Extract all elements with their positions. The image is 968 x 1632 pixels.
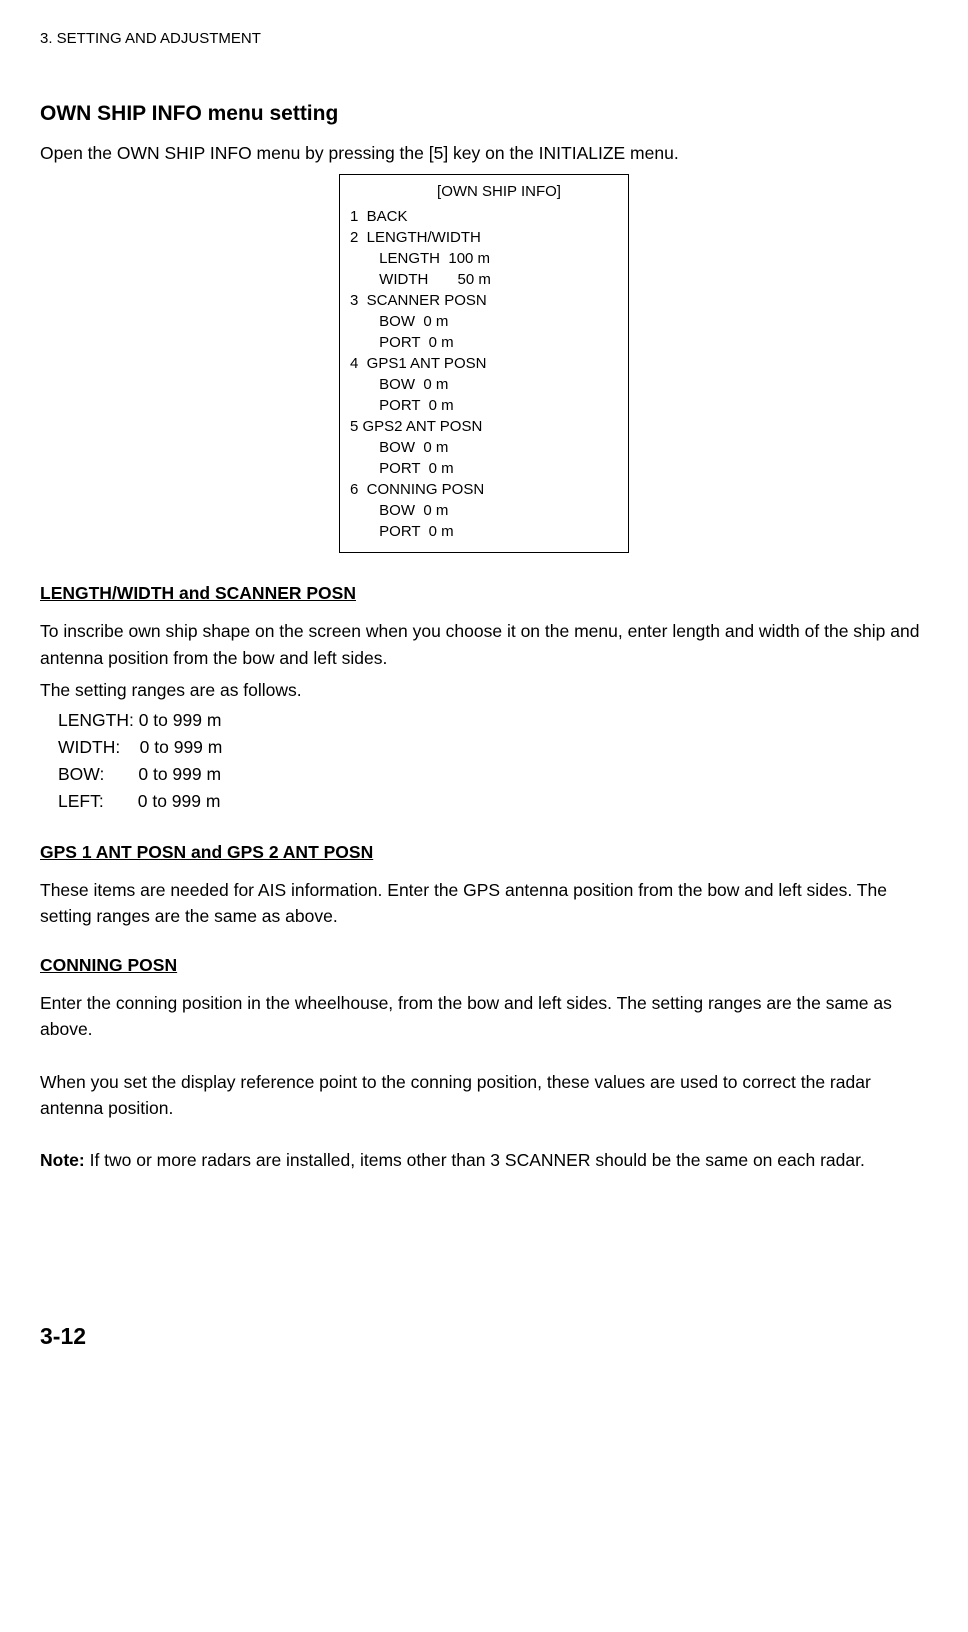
section-heading: GPS 1 ANT POSN and GPS 2 ANT POSN: [40, 842, 928, 863]
page-title: OWN SHIP INFO menu setting: [40, 102, 928, 126]
menu-line: LENGTH 100 m: [350, 248, 618, 269]
menu-line: PORT 0 m: [350, 458, 618, 479]
body-text: The setting ranges are as follows.: [40, 677, 928, 703]
range-line: LEFT: 0 to 999 m: [40, 788, 928, 815]
page-number: 3-12: [40, 1323, 928, 1350]
menu-line: PORT 0 m: [350, 395, 618, 416]
menu-line: PORT 0 m: [350, 332, 618, 353]
menu-line: BOW 0 m: [350, 500, 618, 521]
note-label: Note:: [40, 1150, 85, 1170]
menu-line: BOW 0 m: [350, 311, 618, 332]
menu-line: BOW 0 m: [350, 374, 618, 395]
menu-line: 4 GPS1 ANT POSN: [350, 353, 618, 374]
intro-text: Open the OWN SHIP INFO menu by pressing …: [40, 140, 928, 166]
menu-line: 6 CONNING POSN: [350, 479, 618, 500]
menu-line: PORT 0 m: [350, 521, 618, 542]
menu-line: WIDTH 50 m: [350, 269, 618, 290]
body-text: When you set the display reference point…: [40, 1069, 928, 1122]
menu-line: BOW 0 m: [350, 437, 618, 458]
chapter-header: 3. SETTING AND ADJUSTMENT: [40, 30, 928, 47]
menu-line: 5 GPS2 ANT POSN: [350, 416, 618, 437]
body-text: To inscribe own ship shape on the screen…: [40, 618, 928, 671]
menu-line: 3 SCANNER POSN: [350, 290, 618, 311]
menu-box: [OWN SHIP INFO] 1 BACK 2 LENGTH/WIDTH LE…: [339, 174, 629, 553]
menu-line: 1 BACK: [350, 206, 618, 227]
menu-line: 2 LENGTH/WIDTH: [350, 227, 618, 248]
note-text: Note: If two or more radars are installe…: [40, 1147, 928, 1173]
range-line: LENGTH: 0 to 999 m: [40, 707, 928, 734]
body-text: These items are needed for AIS informati…: [40, 877, 928, 930]
section-heading: LENGTH/WIDTH and SCANNER POSN: [40, 583, 928, 604]
section-heading: CONNING POSN: [40, 955, 928, 976]
menu-title: [OWN SHIP INFO]: [350, 181, 618, 202]
range-line: BOW: 0 to 999 m: [40, 761, 928, 788]
note-body: If two or more radars are installed, ite…: [85, 1150, 865, 1170]
body-text: Enter the conning position in the wheelh…: [40, 990, 928, 1043]
range-line: WIDTH: 0 to 999 m: [40, 734, 928, 761]
